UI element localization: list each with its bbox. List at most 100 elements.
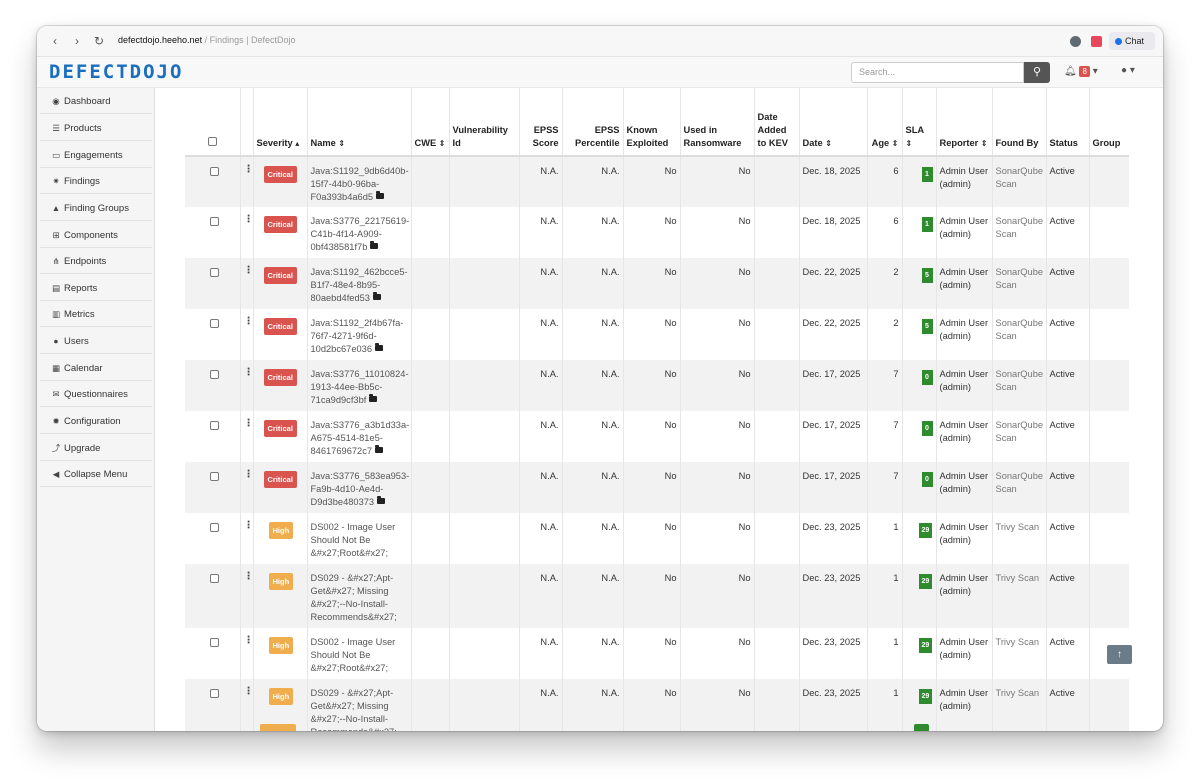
kebab-menu-icon[interactable]: ⋮	[243, 635, 254, 646]
row-checkbox[interactable]	[210, 638, 219, 647]
reload-icon[interactable]: ↻	[93, 34, 105, 48]
scroll-to-top-button[interactable]: ↑	[1107, 645, 1132, 664]
row-checkbox[interactable]	[210, 689, 219, 698]
table-row[interactable]: ⋮ Critical Java:S1192_2f4b67fa-76f7-4271-9…	[185, 309, 1129, 360]
notifications-button[interactable]: 🔔︎ 8 ▾	[1064, 66, 1098, 77]
select-all-checkbox[interactable]	[208, 137, 217, 146]
sidebar-item-endpoints[interactable]: ⋔ Endpoints	[40, 248, 152, 274]
sidebar-item-components[interactable]: ⊞ Components	[40, 222, 152, 248]
sidebar-item-label: Dashboard	[64, 96, 111, 107]
epss-percentile-header[interactable]: EPSS Percentile	[562, 88, 624, 157]
row-checkbox[interactable]	[210, 370, 219, 379]
kebab-menu-icon[interactable]: ⋮	[243, 316, 254, 327]
finding-name-link[interactable]: Java:S3776_11010824-1913-44ee-Bb5c-71ca9…	[310, 369, 409, 405]
defectdojo-logo[interactable]: DEFECTDOJO	[49, 61, 184, 83]
finding-name-link[interactable]: Java:S1192_9db6d40b-15f7-44b0-96ba-F0a39…	[310, 166, 409, 202]
table-row[interactable]: ⋮ High DS029 - &#x27;Apt-Get&#x27; Missing…	[185, 679, 1129, 731]
cwe-cell	[411, 462, 450, 513]
sidebar-item-calendar[interactable]: ▦ Calendar	[40, 355, 152, 381]
kebab-menu-icon[interactable]: ⋮	[243, 418, 254, 429]
finding-name-link[interactable]: Java:S1192_462bcce5-B1f7-48e4-8b95-80aeb…	[310, 267, 408, 303]
sidebar-item-questionnaires[interactable]: ✉ Questionnaires	[40, 381, 152, 407]
sidebar-item-products[interactable]: ☰ Products	[40, 115, 152, 141]
kebab-menu-icon[interactable]: ⋮	[243, 686, 254, 697]
extension-icon[interactable]	[1070, 36, 1081, 47]
kebab-menu-icon[interactable]: ⋮	[243, 367, 254, 378]
ransomware-cell: No	[680, 411, 755, 462]
vulnerability-id-header[interactable]: Vulnerability Id	[449, 88, 520, 157]
table-row[interactable]: ⋮ Critical Java:S3776_22175619-C41b-4f14-A…	[185, 207, 1129, 258]
kebab-menu-icon[interactable]: ⋮	[243, 214, 254, 225]
row-checkbox[interactable]	[210, 523, 219, 532]
back-icon[interactable]: ‹	[53, 34, 57, 48]
row-checkbox[interactable]	[210, 217, 219, 226]
row-checkbox[interactable]	[210, 421, 219, 430]
ransomware-cell: No	[680, 156, 755, 207]
known-exploited-header[interactable]: Known Exploited	[623, 88, 681, 157]
table-row[interactable]: ⋮ Critical Java:S3776_583ea953-Fa9b-4d10-A…	[185, 462, 1129, 513]
row-checkbox[interactable]	[210, 268, 219, 277]
search-button[interactable]: ⚲	[1024, 62, 1050, 83]
finding-name-link[interactable]: DS029 - &#x27;Apt-Get&#x27; Missing &#x2…	[310, 688, 397, 731]
sidebar-item-findings[interactable]: ✷ Findings	[40, 168, 152, 194]
found-by-header-label: Found By	[995, 138, 1039, 148]
name-header[interactable]: Name ⇕	[307, 88, 412, 157]
kev-date-cell	[754, 411, 800, 462]
kebab-menu-icon[interactable]: ⋮	[243, 265, 254, 276]
found-by-header[interactable]: Found By	[992, 88, 1047, 157]
forward-icon[interactable]: ›	[75, 34, 79, 48]
sidebar-item-metrics[interactable]: ▥ Metrics	[40, 301, 152, 327]
kebab-menu-icon[interactable]: ⋮	[243, 571, 254, 582]
cwe-header[interactable]: CWE ⇕	[411, 88, 450, 157]
finding-name-link[interactable]: DS002 - Image User Should Not Be &#x27;R…	[310, 637, 396, 673]
ransomware-header[interactable]: Used in Ransomware	[680, 88, 755, 157]
table-row[interactable]: ⋮ High DS002 - Image User Should Not Be &#…	[185, 513, 1129, 564]
kebab-menu-icon[interactable]: ⋮	[243, 164, 254, 175]
status-header[interactable]: Status	[1046, 88, 1090, 157]
finding-name-link[interactable]: DS002 - Image User Should Not Be &#x27;R…	[310, 522, 396, 558]
sidebar-item-reports[interactable]: ▤ Reports	[40, 275, 152, 301]
kev-date-header[interactable]: Date Added to KEV	[754, 88, 800, 157]
sidebar-item-configuration[interactable]: ✹ Configuration	[40, 408, 152, 434]
user-menu-button[interactable]: ● ▾	[1121, 65, 1135, 76]
caret-down-icon: ▾	[1092, 66, 1098, 77]
file-icon: ▤	[51, 283, 61, 293]
finding-name-link[interactable]: DS029 - &#x27;Apt-Get&#x27; Missing &#x2…	[310, 573, 397, 622]
table-row[interactable]: ⋮ High DS029 - &#x27;Apt-Get&#x27; Missing…	[185, 564, 1129, 628]
bookmark-extension-icon[interactable]	[1091, 36, 1102, 47]
table-row[interactable]: ⋮ Critical Java:S1192_462bcce5-B1f7-48e4-8…	[185, 258, 1129, 309]
row-checkbox[interactable]	[210, 167, 219, 176]
sidebar-item-engagements[interactable]: ▭ Engagements	[40, 142, 152, 168]
table-row[interactable]: ⋮ High DS002 - Image User Should Not Be &#…	[185, 628, 1129, 679]
finding-name-link[interactable]: Java:S3776_22175619-C41b-4f14-A909-0bf43…	[310, 216, 410, 252]
date-header[interactable]: Date ⇕	[799, 88, 868, 157]
sidebar-item-label: Users	[64, 336, 89, 347]
sort-icon: ⇕	[905, 139, 913, 148]
sidebar-item-users[interactable]: ● Users	[40, 328, 152, 354]
epss-score-header[interactable]: EPSS Score	[519, 88, 563, 157]
sidebar-item-upgrade[interactable]: ⤴ Upgrade	[40, 435, 152, 461]
sidebar-item-dashboard[interactable]: ◉ Dashboard	[40, 88, 152, 114]
age-header[interactable]: Age ⇕	[867, 88, 903, 157]
row-checkbox[interactable]	[210, 574, 219, 583]
finding-name-link[interactable]: Java:S3776_a3b1d33a-A675-4514-81e5-84617…	[310, 420, 410, 456]
sidebar-item-collapse-menu[interactable]: ◀ Collapse Menu	[40, 461, 152, 487]
sla-header[interactable]: SLA ⇕	[902, 88, 937, 157]
chat-button[interactable]: Chat	[1109, 32, 1155, 50]
finding-name-link[interactable]: Java:S3776_583ea953-Fa9b-4d10-Ae4d-D9d3b…	[310, 471, 410, 507]
table-row[interactable]: ⋮ Critical Java:S3776_11010824-1913-44ee-B…	[185, 360, 1129, 411]
table-row[interactable]: ⋮ Critical Java:S1192_9db6d40b-15f7-44b0-9…	[185, 156, 1129, 207]
search-input[interactable]: Search...	[851, 62, 1024, 83]
row-checkbox[interactable]	[210, 472, 219, 481]
severity-header[interactable]: Severity ▴	[253, 88, 308, 157]
table-row[interactable]: ⋮ Critical Java:S3776_a3b1d33a-A675-4514-8…	[185, 411, 1129, 462]
reporter-header[interactable]: Reporter ⇕	[936, 88, 993, 157]
kebab-menu-icon[interactable]: ⋮	[243, 520, 254, 531]
finding-name-link[interactable]: Java:S1192_2f4b67fa-76f7-4271-9f6d-10d2b…	[310, 318, 404, 354]
group-cell	[1089, 564, 1129, 628]
sidebar-item-finding-groups[interactable]: ▲ Finding Groups	[40, 195, 152, 221]
row-checkbox[interactable]	[210, 319, 219, 328]
group-header[interactable]: Group	[1089, 88, 1129, 157]
kebab-menu-icon[interactable]: ⋮	[243, 469, 254, 480]
address-bar[interactable]: defectdojo.heeho.net / Findings | Defect…	[118, 35, 295, 45]
